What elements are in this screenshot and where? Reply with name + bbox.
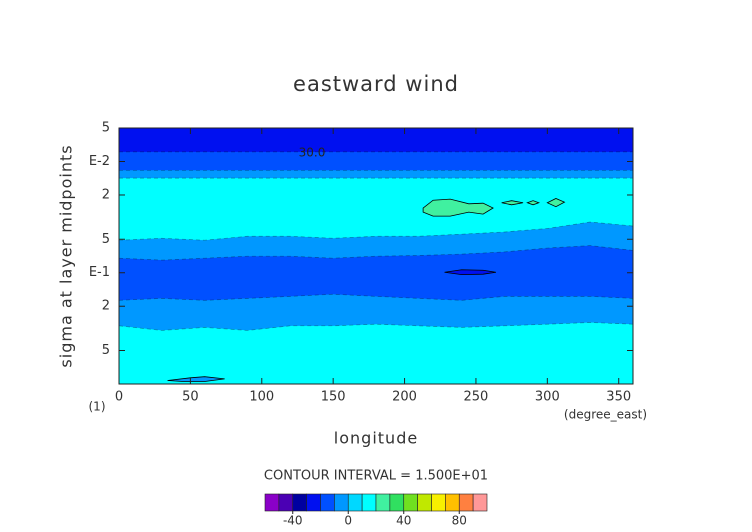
x-tick-label: 250 [464, 390, 489, 405]
colorbar-cell [292, 493, 307, 512]
contour-blob [444, 269, 496, 275]
colorbar-cell [458, 493, 474, 512]
colorbar-cell [375, 493, 391, 512]
x-tick-label: 150 [321, 390, 346, 405]
y-tick-label: E-2 [89, 154, 110, 169]
colorbar-cell [361, 493, 377, 512]
x-axis-label: longitude [334, 429, 418, 448]
colorbar-cell [306, 493, 321, 512]
contour-interval: CONTOUR INTERVAL = 1.500E+01 [264, 469, 488, 484]
y-tick-label: E-1 [89, 265, 110, 280]
colorbar-cell [320, 493, 335, 512]
colorbar-cell [472, 493, 488, 512]
x-tick-label: 50 [182, 390, 199, 405]
colorbar-tick-label: 0 [344, 514, 352, 528]
colorbar-cell [389, 493, 405, 512]
colorbar-tick-label: 80 [452, 514, 467, 528]
y-unit: (1) [89, 400, 106, 414]
x-tick-label: 300 [535, 390, 560, 405]
contour-line [119, 221, 633, 241]
colorbar-cell [403, 493, 418, 512]
x-tick-label: 200 [392, 390, 417, 405]
colorbar-cell [334, 493, 349, 512]
x-unit: (degree_east) [564, 408, 647, 422]
colorbar-cell [278, 493, 294, 512]
contour-blob [167, 376, 225, 382]
contour-line [119, 245, 633, 261]
colorbar-cell [347, 493, 363, 512]
colorbar-cell [431, 493, 446, 512]
chart-title: eastward wind [293, 72, 459, 96]
plot-frame [118, 127, 634, 385]
x-tick-label: 0 [115, 390, 123, 405]
colorbar-cell [445, 493, 460, 512]
contour-line [546, 198, 566, 208]
contour-line [119, 322, 633, 331]
x-tick-label: 350 [606, 390, 631, 405]
contour-line [501, 200, 524, 206]
contour-line [526, 200, 540, 206]
colorbar-tick-label: -40 [283, 514, 303, 528]
y-tick-label: 5 [102, 121, 110, 136]
contour-line [422, 198, 494, 217]
colorbar-cell [264, 493, 280, 512]
x-tick-label: 100 [249, 390, 274, 405]
contour-label: 30.0 [299, 146, 326, 160]
y-tick-label: 2 [102, 187, 110, 202]
contour-band [119, 128, 633, 152]
y-tick-label: 2 [102, 299, 110, 314]
y-axis-label: sigma at layer midpoints [57, 144, 76, 367]
contour-line [119, 293, 633, 301]
colorbar-cell [417, 493, 432, 512]
y-tick-label: 5 [102, 343, 110, 358]
colorbar-tick-label: 40 [396, 514, 411, 528]
y-tick-label: 5 [102, 232, 110, 247]
plot-area [119, 128, 633, 384]
contour-blob [423, 199, 494, 217]
contour-line [167, 376, 225, 382]
contour-line [444, 269, 496, 276]
